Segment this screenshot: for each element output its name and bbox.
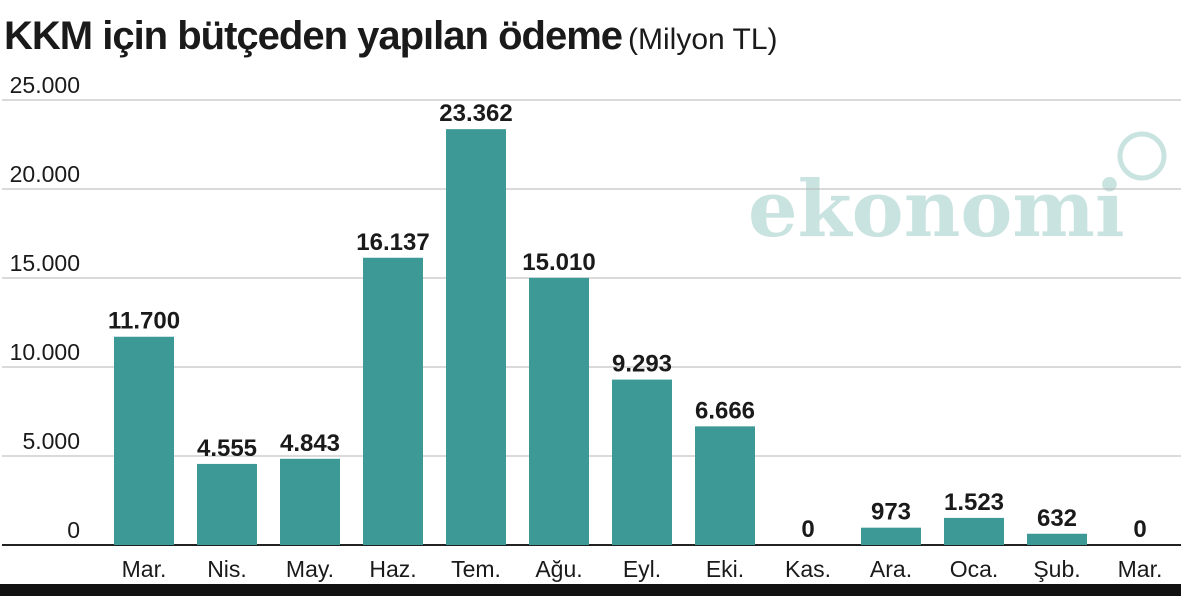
value-label: 9.293 [612,351,672,378]
x-tick-label: Tem. [451,556,501,582]
y-axis: 0 5.000 10.000 15.000 20.000 25.000 [10,72,80,543]
bar [861,527,921,545]
watermark-text: ekonomi [748,164,1125,255]
watermark-logo: ekonomi [748,131,1167,255]
bars [114,129,1087,545]
globe-icon [1117,131,1167,181]
value-label: 15.010 [522,249,595,276]
bar [612,379,672,545]
bar [944,517,1004,545]
bottom-border [0,584,1181,596]
value-label: 632 [1037,505,1077,532]
x-tick-label: Ağu. [535,556,582,582]
x-tick-label: Kas. [785,556,831,582]
bar [446,129,506,545]
x-tick-label: Oca. [950,556,999,582]
chart-title-text: KKM için bütçeden yapılan ödeme [4,14,623,58]
value-label: 16.137 [356,229,429,256]
chart-title: KKM için bütçeden yapılan ödeme (Milyon T… [4,14,778,59]
chart-subtitle: (Milyon TL) [628,23,778,56]
x-axis: Mar. Nis. May. Haz. Tem. Ağu. Eyl. Eki. Kas. Ara.… [122,556,1163,582]
x-tick-label: Şub. [1033,556,1080,582]
value-label: 6.666 [695,397,755,424]
value-label: 23.362 [439,100,512,127]
value-label: 1.523 [944,489,1004,516]
bar [114,336,174,545]
x-tick-label: Mar. [1118,556,1163,582]
bar [280,458,340,545]
x-tick-label: Eki. [706,556,744,582]
value-labels: 11.700 4.555 4.843 16.137 23.362 15.010 9.293 6… [108,100,1147,543]
x-tick-label: Ara. [870,556,912,582]
bar [363,257,423,545]
x-tick-label: May. [286,556,334,582]
y-tick-label: 15.000 [10,250,80,276]
y-tick-label: 10.000 [10,339,80,365]
x-tick-label: Eyl. [623,556,661,582]
bar [1027,533,1087,545]
y-tick-label: 20.000 [10,161,80,187]
value-label: 0 [1133,516,1146,543]
x-tick-label: Nis. [207,556,247,582]
x-tick-label: Mar. [122,556,167,582]
bar [529,277,589,545]
bar [197,463,257,545]
value-label: 0 [801,516,814,543]
value-label: 11.700 [108,308,180,335]
value-label: 4.555 [197,435,257,462]
y-tick-label: 5.000 [22,428,80,454]
y-tick-label: 25.000 [10,72,80,98]
bar [695,426,755,545]
x-tick-label: Haz. [369,556,416,582]
y-tick-label: 0 [67,517,80,543]
value-label: 973 [871,499,911,526]
value-label: 4.843 [280,430,340,457]
